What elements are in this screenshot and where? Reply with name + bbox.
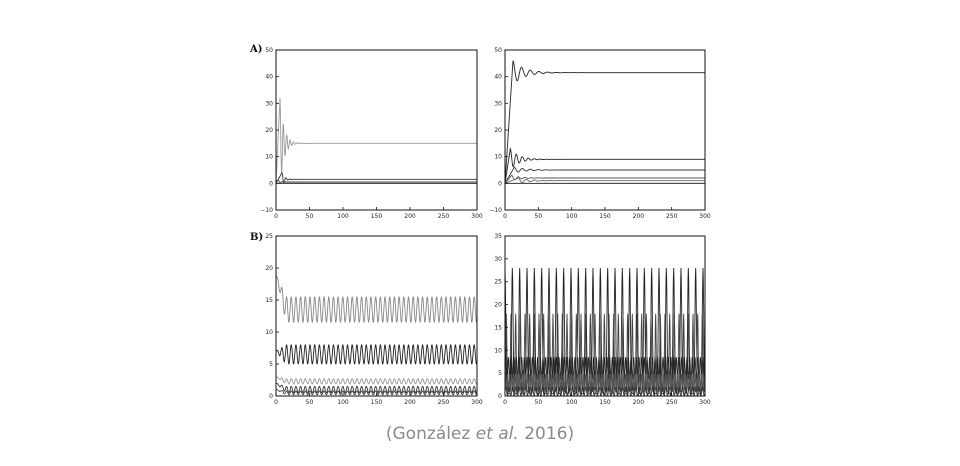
x-tick-label: 200 xyxy=(404,399,416,406)
y-tick-label: −10 xyxy=(489,207,502,214)
x-tick-label: 50 xyxy=(535,213,543,220)
y-tick-label: 50 xyxy=(494,47,502,54)
x-tick-label: 250 xyxy=(438,399,450,406)
series-line-2 xyxy=(276,344,477,365)
x-tick-label: 300 xyxy=(471,399,483,406)
y-tick-label: 20 xyxy=(265,265,273,272)
series-line-3 xyxy=(505,166,705,184)
x-tick-label: 150 xyxy=(371,399,383,406)
y-tick-label: −10 xyxy=(260,207,273,214)
x-tick-label: 150 xyxy=(371,213,383,220)
y-tick-label: 40 xyxy=(494,74,502,81)
x-tick-label: 150 xyxy=(599,213,611,220)
chart-panel-3: 0 50 100 150 200 250 300 0 5 10 15 20 25 xyxy=(265,233,483,406)
x-tick-label: 200 xyxy=(633,213,645,220)
series-group xyxy=(505,267,705,396)
x-tick-label: 50 xyxy=(306,213,314,220)
y-tick-label: 40 xyxy=(265,74,273,81)
y-tick-label: 25 xyxy=(265,233,273,240)
y-tick-label: 10 xyxy=(265,154,273,161)
x-tick-label: 300 xyxy=(471,213,483,220)
y-tick-label: 35 xyxy=(494,233,502,240)
x-tick-label: 0 xyxy=(503,399,507,406)
series-line-1 xyxy=(505,60,705,184)
chart-panel-4: 0 50 100 150 200 250 300 0 5 10 15 20 25 30 35 xyxy=(494,233,711,406)
caption-italic: et al. xyxy=(475,424,519,444)
series-line-5 xyxy=(505,177,705,184)
series-line-3 xyxy=(276,376,477,385)
series-line-4 xyxy=(505,174,705,184)
x-tick-label: 250 xyxy=(666,399,678,406)
x-tick-label: 300 xyxy=(699,399,711,406)
y-tick-label: 0 xyxy=(498,393,502,400)
series-line-5 xyxy=(505,386,705,396)
panel-label-b: B) xyxy=(250,232,264,243)
series-line-1 xyxy=(276,274,477,323)
x-tick-label: 100 xyxy=(337,213,349,220)
x-tick-label: 150 xyxy=(599,399,611,406)
y-tick-label: 20 xyxy=(494,127,502,134)
x-tick-label: 100 xyxy=(566,213,578,220)
series-line-3 xyxy=(276,180,477,184)
series-line-4 xyxy=(276,382,477,394)
x-tick-label: 250 xyxy=(666,213,678,220)
y-tick-label: 15 xyxy=(265,297,273,304)
plot-frame xyxy=(275,49,478,211)
x-tick-label: 100 xyxy=(337,399,349,406)
y-tick-label: 10 xyxy=(494,154,502,161)
y-tick-label: 0 xyxy=(269,393,273,400)
caption-prefix: (González xyxy=(385,424,476,444)
series-line-1 xyxy=(276,97,477,184)
x-tick-label: 0 xyxy=(503,213,507,220)
series-line-2 xyxy=(505,146,705,184)
x-tick-label: 50 xyxy=(535,399,543,406)
figure-caption: (González et al. 2016) xyxy=(0,424,960,444)
x-tick-label: 0 xyxy=(274,213,278,220)
y-tick-label: 20 xyxy=(265,127,273,134)
y-tick-label: 15 xyxy=(494,324,502,331)
panel-label-a: A) xyxy=(250,44,263,55)
y-tick-label: 30 xyxy=(265,100,273,107)
x-tick-label: 200 xyxy=(633,399,645,406)
y-tick-label: 25 xyxy=(494,279,502,286)
series-line-4 xyxy=(505,373,705,391)
series-group xyxy=(505,60,705,184)
x-tick-label: 100 xyxy=(566,399,578,406)
y-tick-label: 10 xyxy=(494,347,502,354)
series-line-2 xyxy=(276,171,477,184)
y-tick-label: 5 xyxy=(269,361,273,368)
caption-suffix: 2016) xyxy=(518,424,575,444)
series-line-3 xyxy=(505,357,705,381)
series-group xyxy=(276,274,477,396)
y-tick-label: 20 xyxy=(494,302,502,309)
x-tick-label: 200 xyxy=(404,213,416,220)
x-tick-label: 300 xyxy=(699,213,711,220)
y-tick-label: 50 xyxy=(265,47,273,54)
plot-frame xyxy=(275,235,478,397)
y-tick-label: 0 xyxy=(498,180,502,187)
series-group xyxy=(276,97,477,184)
y-tick-label: 30 xyxy=(494,256,502,263)
y-tick-label: 10 xyxy=(265,329,273,336)
x-tick-label: 50 xyxy=(306,399,314,406)
y-tick-label: 0 xyxy=(269,180,273,187)
y-tick-label: 30 xyxy=(494,100,502,107)
y-tick-label: 5 xyxy=(498,370,502,377)
x-tick-label: 250 xyxy=(438,213,450,220)
x-tick-label: 0 xyxy=(274,399,278,406)
